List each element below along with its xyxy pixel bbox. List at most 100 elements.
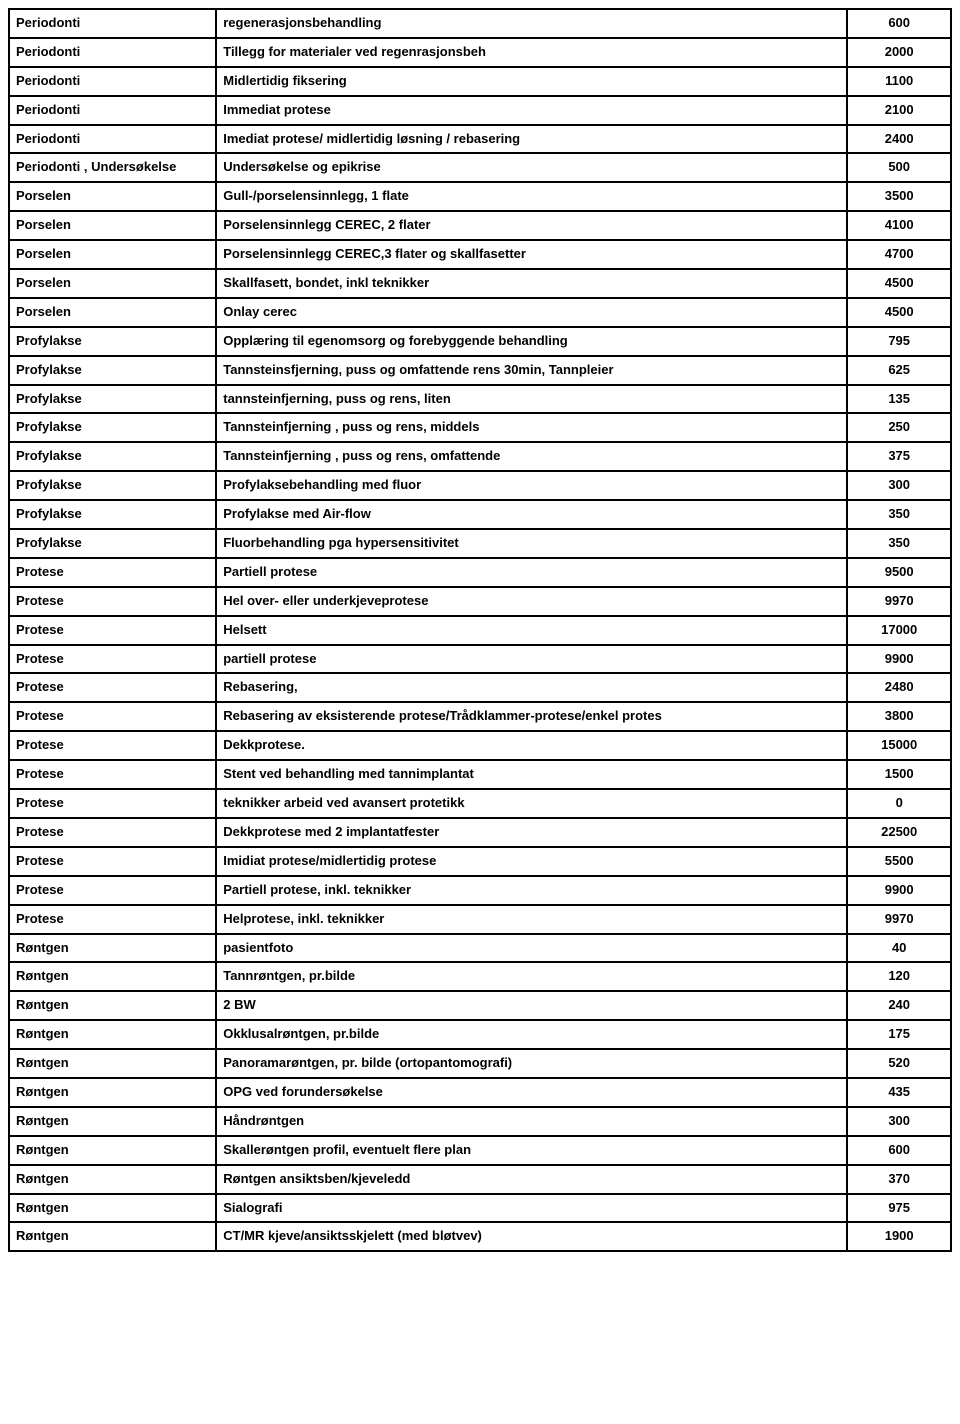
price-cell: 175 [847, 1020, 951, 1049]
description-cell: Imidiat protese/midlertidig protese [216, 847, 847, 876]
description-cell: Midlertidig fiksering [216, 67, 847, 96]
category-cell: Røntgen [9, 962, 216, 991]
price-cell: 17000 [847, 616, 951, 645]
category-cell: Protese [9, 789, 216, 818]
price-cell: 120 [847, 962, 951, 991]
description-cell: Imediat protese/ midlertidig løsning / r… [216, 125, 847, 154]
table-row: PeriodontiImediat protese/ midlertidig l… [9, 125, 951, 154]
description-cell: Tannrøntgen, pr.bilde [216, 962, 847, 991]
description-cell: Hel over- eller underkjeveprotese [216, 587, 847, 616]
category-cell: Protese [9, 760, 216, 789]
table-row: ProfylakseOpplæring til egenomsorg og fo… [9, 327, 951, 356]
table-row: PorselenPorselensinnlegg CEREC,3 flater … [9, 240, 951, 269]
category-cell: Røntgen [9, 1020, 216, 1049]
category-cell: Porselen [9, 211, 216, 240]
category-cell: Røntgen [9, 1078, 216, 1107]
description-cell: Partiell protese, inkl. teknikker [216, 876, 847, 905]
table-row: RøntgenRøntgen ansiktsben/kjeveledd370 [9, 1165, 951, 1194]
category-cell: Profylakse [9, 327, 216, 356]
category-cell: Protese [9, 847, 216, 876]
table-row: Periodontiregenerasjonsbehandling600 [9, 9, 951, 38]
description-cell: CT/MR kjeve/ansiktsskjelett (med bløtvev… [216, 1222, 847, 1251]
category-cell: Røntgen [9, 934, 216, 963]
table-row: ProtesePartiell protese, inkl. teknikker… [9, 876, 951, 905]
price-cell: 1900 [847, 1222, 951, 1251]
table-row: ProtesePartiell protese9500 [9, 558, 951, 587]
description-cell: Sialografi [216, 1194, 847, 1223]
description-cell: Skallerøntgen profil, eventuelt flere pl… [216, 1136, 847, 1165]
price-cell: 40 [847, 934, 951, 963]
category-cell: Periodonti [9, 9, 216, 38]
description-cell: Gull-/porselensinnlegg, 1 flate [216, 182, 847, 211]
price-cell: 300 [847, 471, 951, 500]
category-cell: Profylakse [9, 356, 216, 385]
category-cell: Røntgen [9, 1136, 216, 1165]
description-cell: Stent ved behandling med tannimplantat [216, 760, 847, 789]
table-row: Protesepartiell protese9900 [9, 645, 951, 674]
price-cell: 4100 [847, 211, 951, 240]
table-row: ProteseDekkprotese.15000 [9, 731, 951, 760]
description-cell: Helprotese, inkl. teknikker [216, 905, 847, 934]
table-row: RøntgenOkklusalrøntgen, pr.bilde175 [9, 1020, 951, 1049]
description-cell: Tillegg for materialer ved regenrasjonsb… [216, 38, 847, 67]
category-cell: Protese [9, 876, 216, 905]
price-cell: 350 [847, 500, 951, 529]
description-cell: Onlay cerec [216, 298, 847, 327]
price-cell: 0 [847, 789, 951, 818]
description-cell: Panoramarøntgen, pr. bilde (ortopantomog… [216, 1049, 847, 1078]
category-cell: Røntgen [9, 1107, 216, 1136]
table-row: Periodonti , UndersøkelseUndersøkelse og… [9, 153, 951, 182]
price-cell: 1100 [847, 67, 951, 96]
description-cell: Dekkprotese. [216, 731, 847, 760]
table-row: RøntgenCT/MR kjeve/ansiktsskjelett (med … [9, 1222, 951, 1251]
table-row: ProteseRebasering av eksisterende protes… [9, 702, 951, 731]
price-cell: 435 [847, 1078, 951, 1107]
description-cell: Rebasering av eksisterende protese/Trådk… [216, 702, 847, 731]
table-row: ProteseHel over- eller underkjeveprotese… [9, 587, 951, 616]
table-row: ProfylakseTannsteinfjerning , puss og re… [9, 413, 951, 442]
description-cell: tannsteinfjerning, puss og rens, liten [216, 385, 847, 414]
price-cell: 500 [847, 153, 951, 182]
category-cell: Profylakse [9, 385, 216, 414]
table-row: PorselenGull-/porselensinnlegg, 1 flate3… [9, 182, 951, 211]
category-cell: Protese [9, 616, 216, 645]
price-cell: 2480 [847, 673, 951, 702]
category-cell: Profylakse [9, 500, 216, 529]
category-cell: Profylakse [9, 529, 216, 558]
price-cell: 600 [847, 9, 951, 38]
description-cell: Helsett [216, 616, 847, 645]
table-row: ProteseStent ved behandling med tannimpl… [9, 760, 951, 789]
price-cell: 15000 [847, 731, 951, 760]
table-row: PorselenOnlay cerec4500 [9, 298, 951, 327]
category-cell: Protese [9, 558, 216, 587]
category-cell: Røntgen [9, 1165, 216, 1194]
table-row: Profylaksetannsteinfjerning, puss og ren… [9, 385, 951, 414]
table-row: RøntgenHåndrøntgen300 [9, 1107, 951, 1136]
price-cell: 4700 [847, 240, 951, 269]
table-row: ProfylakseTannsteinsfjerning, puss og om… [9, 356, 951, 385]
description-cell: Opplæring til egenomsorg og forebyggende… [216, 327, 847, 356]
description-cell: Tannsteinfjerning , puss og rens, middel… [216, 413, 847, 442]
description-cell: Fluorbehandling pga hypersensitivitet [216, 529, 847, 558]
category-cell: Protese [9, 818, 216, 847]
price-cell: 9900 [847, 645, 951, 674]
category-cell: Periodonti [9, 96, 216, 125]
category-cell: Porselen [9, 269, 216, 298]
table-row: ProfylakseProfylaksebehandling med fluor… [9, 471, 951, 500]
table-row: RøntgenSialografi975 [9, 1194, 951, 1223]
price-cell: 2400 [847, 125, 951, 154]
description-cell: Undersøkelse og epikrise [216, 153, 847, 182]
description-cell: Tannsteinsfjerning, puss og omfattende r… [216, 356, 847, 385]
category-cell: Røntgen [9, 991, 216, 1020]
table-row: ProfylakseTannsteinfjerning , puss og re… [9, 442, 951, 471]
price-cell: 2100 [847, 96, 951, 125]
price-cell: 240 [847, 991, 951, 1020]
description-cell: partiell protese [216, 645, 847, 674]
description-cell: Immediat protese [216, 96, 847, 125]
description-cell: Dekkprotese med 2 implantatfester [216, 818, 847, 847]
category-cell: Protese [9, 645, 216, 674]
table-row: ProfylakseProfylakse med Air-flow350 [9, 500, 951, 529]
price-cell: 520 [847, 1049, 951, 1078]
category-cell: Protese [9, 673, 216, 702]
description-cell: Rebasering, [216, 673, 847, 702]
